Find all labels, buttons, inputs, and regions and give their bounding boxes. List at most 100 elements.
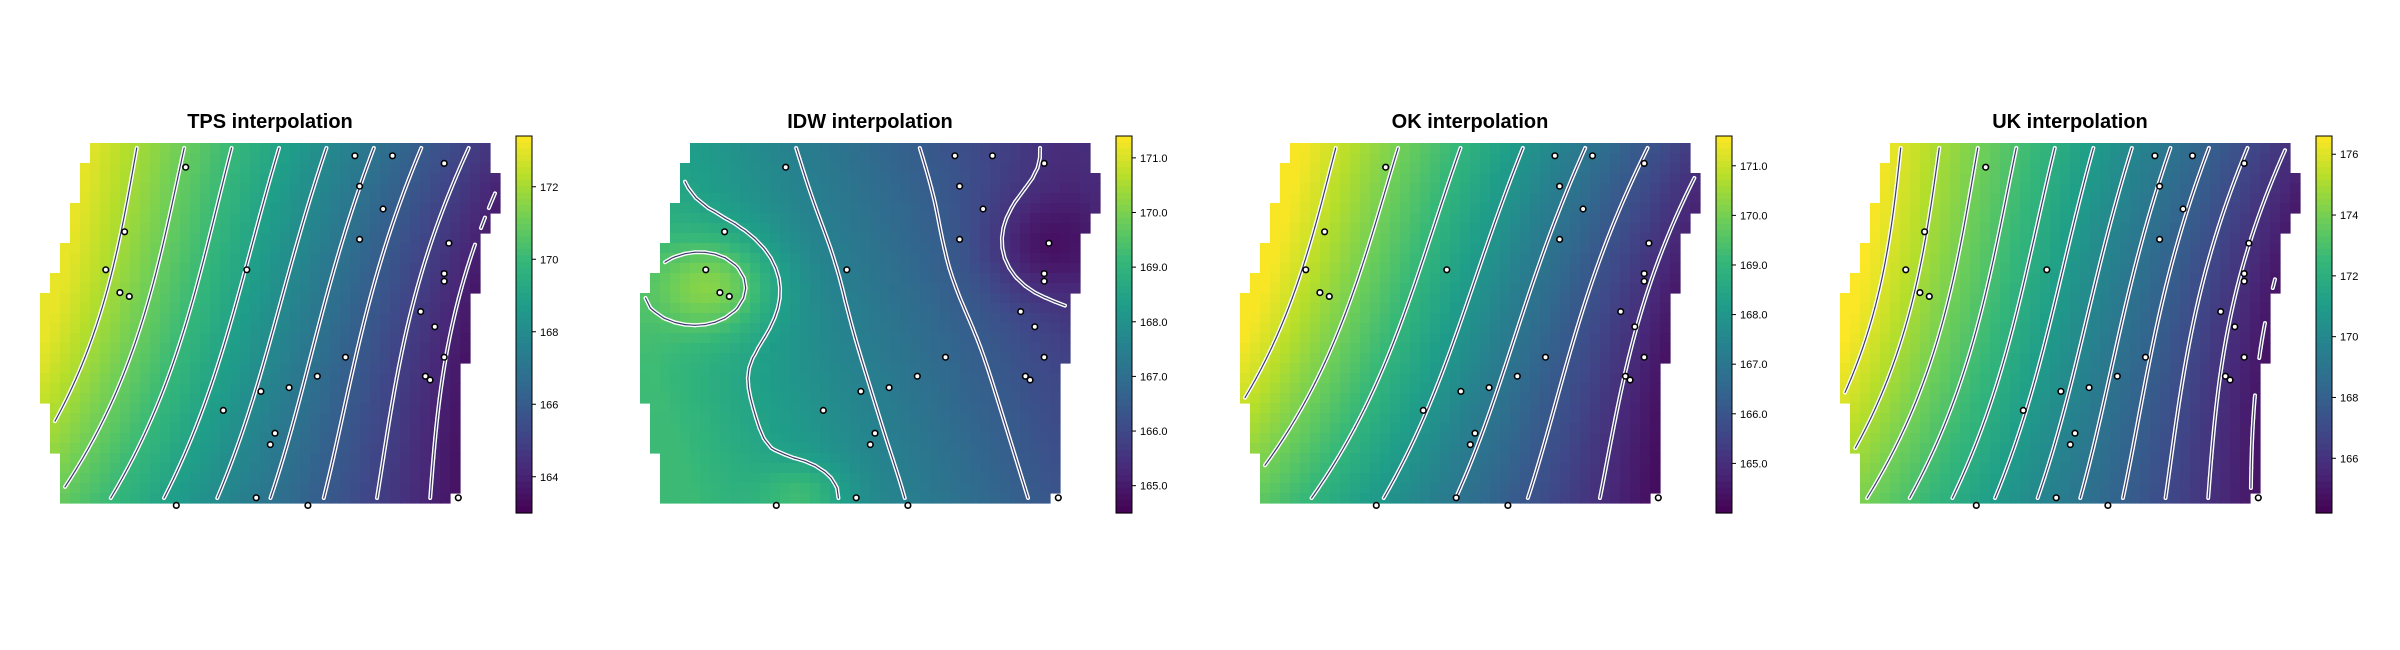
raster-cell (250, 333, 261, 344)
raster-cell (70, 353, 81, 364)
raster-cell (400, 223, 411, 234)
raster-cell (880, 383, 891, 394)
raster-cell (300, 483, 311, 494)
contour-line (284, 447, 287, 453)
raster-cell (1320, 213, 1331, 224)
raster-cell (210, 323, 221, 334)
raster-cell (680, 373, 691, 384)
raster-cell (710, 443, 721, 454)
raster-cell (1050, 233, 1061, 244)
raster-cell (1400, 183, 1411, 194)
contour-line (70, 470, 76, 479)
colorbar-swatch (1116, 255, 1132, 263)
contour-line (1024, 487, 1029, 499)
raster-cell (340, 483, 351, 494)
colorbar-tick-label: 167.0 (1140, 371, 1168, 383)
raster-cell (200, 263, 211, 274)
raster-cell (960, 233, 971, 244)
raster-cell (290, 333, 301, 344)
colorbar-swatch (1116, 362, 1132, 370)
raster-cell (1580, 183, 1591, 194)
raster-cell (1030, 453, 1041, 464)
raster-cell (1610, 203, 1621, 214)
contour-line (365, 157, 371, 169)
raster-cell (660, 453, 671, 464)
contour-line (1034, 292, 1046, 299)
raster-cell (700, 373, 711, 384)
raster-cell (750, 473, 761, 484)
raster-cell (700, 153, 711, 164)
raster-cell (940, 303, 951, 314)
contour-line (996, 397, 1001, 409)
sample-point (1040, 277, 1048, 285)
sample-point (271, 429, 279, 437)
contour-line (342, 231, 346, 239)
raster-cell (410, 323, 421, 334)
raster-cell (670, 203, 681, 214)
raster-cell (750, 373, 761, 384)
raster-cell (180, 183, 191, 194)
raster-cell (980, 163, 991, 174)
raster-cell (370, 473, 381, 484)
raster-cell (200, 443, 211, 454)
raster-cell (1280, 253, 1291, 264)
raster-cell (1250, 273, 1261, 284)
raster-cell (920, 463, 931, 474)
raster-cell (940, 263, 951, 274)
raster-cell (1260, 253, 1271, 264)
raster-cell (1460, 253, 1471, 264)
raster-cell (800, 303, 811, 314)
raster-cell (1270, 213, 1281, 224)
sample-point (1040, 270, 1048, 278)
raster-cell (120, 353, 131, 364)
contour-line (454, 167, 461, 179)
contour-line (976, 337, 982, 349)
raster-cell (1500, 173, 1511, 184)
raster-cell (990, 433, 1001, 444)
raster-cell (1670, 243, 1681, 254)
raster-cell (1660, 223, 1671, 234)
raster-cell (1630, 243, 1641, 254)
raster-cell (770, 153, 781, 164)
raster-cell (920, 353, 931, 364)
raster-cell (820, 443, 831, 454)
raster-cell (980, 143, 991, 154)
raster-cell (190, 343, 201, 354)
raster-cell (180, 383, 191, 394)
raster-cell (1460, 233, 1471, 244)
contour-line (124, 467, 129, 474)
raster-cell (1290, 173, 1301, 184)
raster-cell (360, 393, 371, 404)
sample-point (445, 239, 453, 247)
raster-cell (840, 353, 851, 364)
sample-point (243, 266, 251, 274)
raster-cell (400, 483, 411, 494)
contour-line (428, 237, 434, 249)
raster-cell (710, 303, 721, 314)
raster-cell (880, 203, 891, 214)
raster-cell (1520, 163, 1531, 174)
raster-cell (140, 193, 151, 204)
raster-cell (1480, 263, 1491, 274)
raster-cell (850, 363, 861, 374)
raster-cell (930, 153, 941, 164)
raster-cell (920, 253, 931, 264)
raster-cell (950, 423, 961, 434)
contour-line (174, 467, 180, 477)
raster-cell (660, 433, 671, 444)
raster-cell (710, 373, 721, 384)
raster-cell (340, 183, 351, 194)
raster-cell (840, 403, 851, 414)
raster-cell (190, 353, 201, 364)
raster-cell (880, 273, 891, 284)
raster-cell (980, 193, 991, 204)
raster-cell (940, 493, 951, 504)
raster-cell (240, 313, 251, 324)
raster-cell (450, 423, 461, 434)
raster-cell (100, 183, 111, 194)
raster-cell (200, 473, 211, 484)
contour-line (215, 197, 220, 209)
raster-cell (910, 333, 921, 344)
raster-cell (210, 183, 221, 194)
raster-cell (300, 323, 311, 334)
